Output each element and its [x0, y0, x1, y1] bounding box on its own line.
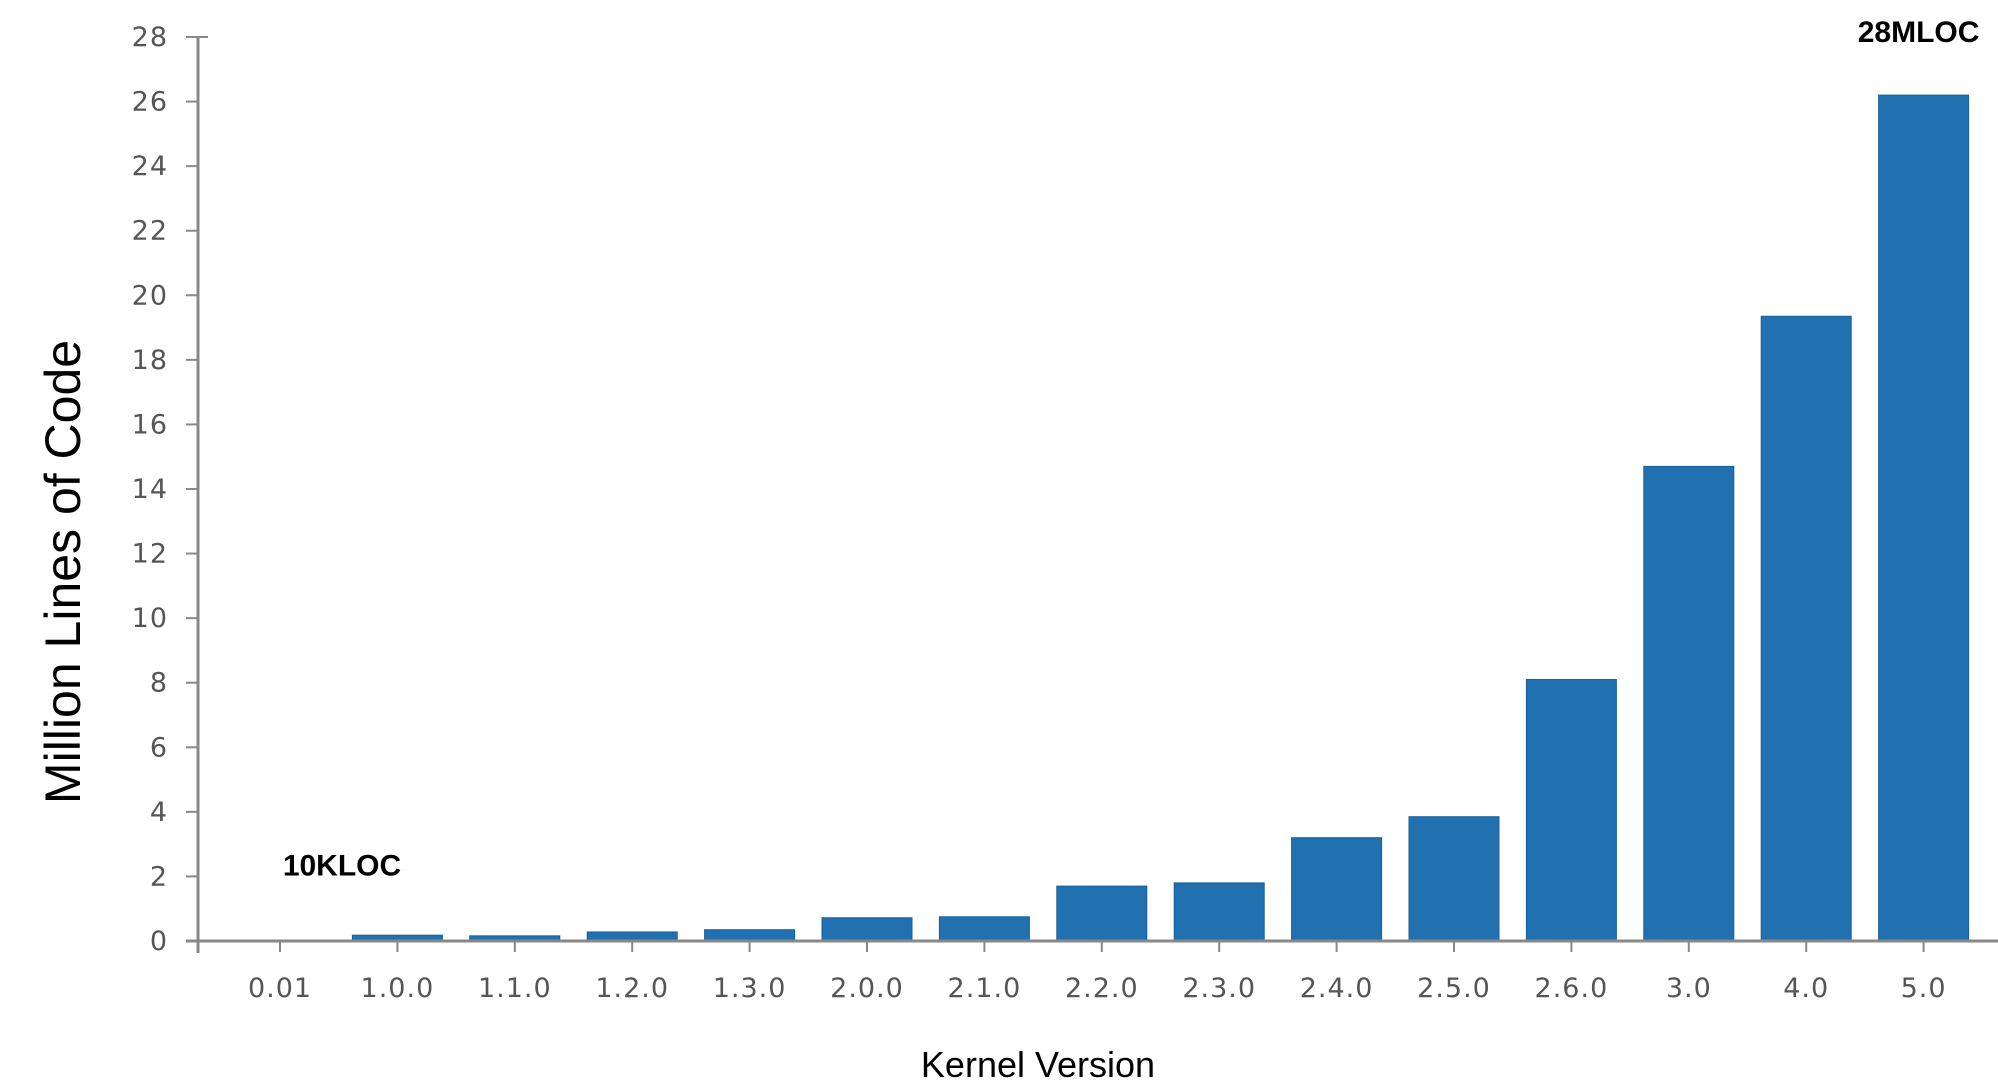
y-tick-label: 10 [132, 603, 168, 634]
x-tick-label: 2.2.0 [1065, 973, 1139, 1004]
bar-2.3.0 [1173, 882, 1265, 942]
bar-2.4.0 [1291, 837, 1383, 942]
y-tick-label: 4 [150, 797, 168, 828]
x-tick-label: 1.1.0 [478, 973, 552, 1004]
x-tick-label: 2.3.0 [1182, 973, 1256, 1004]
x-axis-title: Kernel Version [921, 1044, 1155, 1085]
annotation-label: 10KLOC [283, 850, 401, 883]
y-tick-label: 14 [132, 474, 168, 505]
y-tick-label: 26 [132, 87, 168, 118]
bar-2.5.0 [1408, 816, 1500, 942]
x-tick-label: 2.6.0 [1535, 973, 1609, 1004]
y-tick-label: 28 [132, 22, 168, 53]
x-tick-label: 1.2.0 [595, 973, 669, 1004]
x-tick-label: 3.0 [1666, 973, 1712, 1004]
x-tick-label: 0.01 [248, 973, 312, 1004]
y-tick-label: 20 [132, 280, 168, 311]
bars [234, 94, 1970, 942]
annotations: 10KLOC 28MLOC [283, 16, 1980, 883]
bar-3.0 [1643, 465, 1735, 942]
y-axis-title: Million Lines of Code [35, 340, 91, 804]
bar-2.0.0 [821, 917, 913, 942]
bar-2.6.0 [1525, 678, 1617, 942]
bar-2.2.0 [1056, 885, 1148, 942]
y-tick-label: 24 [132, 151, 168, 182]
x-tick-label: 2.0.0 [830, 973, 904, 1004]
x-tick-label: 1.0.0 [361, 973, 435, 1004]
x-tick-label: 1.3.0 [713, 973, 787, 1004]
y-tick-label: 8 [150, 668, 168, 699]
y-tick-label: 2 [150, 861, 168, 892]
bar-1.3.0 [704, 929, 796, 942]
x-axis-ticks: 0.01 1.0.0 1.1.0 1.2.0 1.3.0 2.0.0 2.1.0 2.2.0 2… [248, 941, 1947, 1004]
x-tick-label: 2.4.0 [1300, 973, 1374, 1004]
y-tick-label: 6 [150, 732, 168, 763]
bar-4.0 [1760, 315, 1852, 942]
y-tick-label: 18 [132, 345, 168, 376]
y-tick-label: 16 [132, 409, 168, 440]
y-tick-label: 22 [132, 216, 168, 247]
y-tick-label: 0 [150, 926, 168, 957]
x-tick-label: 2.5.0 [1417, 973, 1491, 1004]
annotation-label: 28MLOC [1858, 16, 1980, 49]
x-tick-label: 5.0 [1901, 973, 1947, 1004]
bar-5.0 [1878, 94, 1970, 942]
y-tick-label: 12 [132, 539, 168, 570]
bar-2.1.0 [938, 916, 1030, 942]
x-tick-label: 2.1.0 [948, 973, 1022, 1004]
x-tick-label: 4.0 [1783, 973, 1829, 1004]
